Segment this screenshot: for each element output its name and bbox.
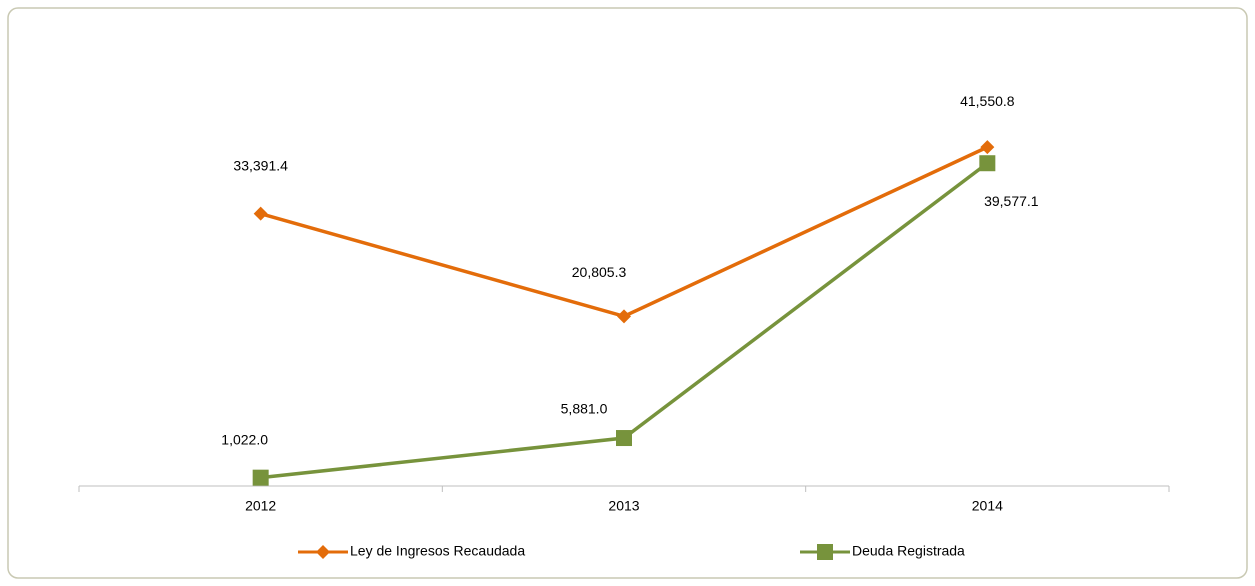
x-tick-label: 2014 [972,498,1003,514]
legend-marker [817,544,833,560]
legend-label: Deuda Registrada [852,543,965,559]
data-label: 1,022.0 [221,431,268,447]
data-label: 33,391.4 [233,157,288,173]
data-point [979,155,996,172]
data-label: 20,805.3 [572,264,627,280]
legend-marker [316,545,330,559]
data-point [616,430,632,447]
data-point [980,140,995,155]
legend-label: Ley de Ingresos Recaudada [350,543,525,559]
chart-frame [7,7,1248,579]
data-point [252,469,269,486]
x-tick-label: 2013 [608,498,639,514]
data-label: 5,881.0 [561,401,608,417]
data-point [617,309,631,324]
data-label: 41,550.8 [960,93,1015,109]
data-point [253,206,268,221]
x-tick-label: 2012 [245,498,276,514]
data-label: 39,577.1 [984,193,1039,209]
